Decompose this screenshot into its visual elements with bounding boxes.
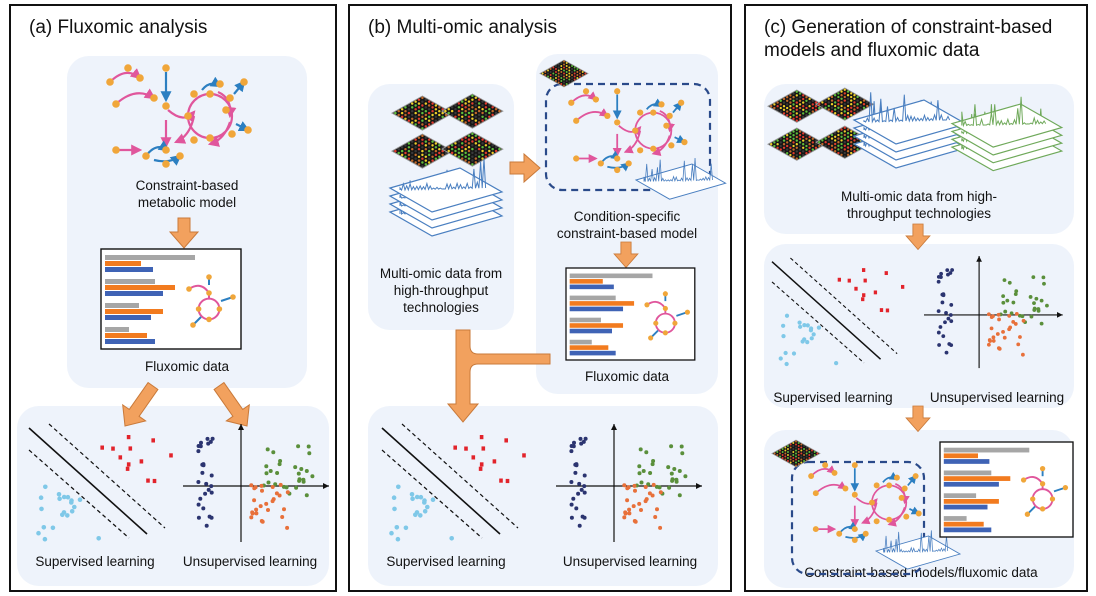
microarray-icon: [815, 87, 875, 121]
metabolic-network-icon: [808, 462, 922, 543]
classifier-plot-icon: [381, 423, 526, 542]
microarray-icon: [767, 127, 827, 161]
spectrum-icon: [388, 158, 504, 237]
metabolic-network-icon: [106, 64, 252, 168]
merge-arrow-icon: [446, 329, 551, 423]
panel-a-model-label: Constraint-based metabolic model: [135, 178, 239, 210]
down-arrow-icon: [213, 381, 250, 427]
microarray-icon: [441, 131, 504, 167]
classifier-plot-icon: [28, 423, 173, 542]
right-arrow-icon: [509, 152, 541, 184]
panel-c-omics-label: Multi-omic data from high-throughput tec…: [840, 189, 998, 221]
panel-b: (b) Multi-omic analysis Multi-omic data …: [348, 4, 732, 592]
classifier-plot-icon: [771, 257, 905, 367]
down-arrow-icon: [613, 241, 639, 269]
spectrum-icon: [634, 158, 727, 200]
microarray-icon: [771, 439, 821, 468]
cluster-plot-icon: [924, 256, 1063, 369]
panel-a-graphics: [28, 64, 329, 542]
bar-chart-icon: [939, 441, 1074, 538]
panel-b-supervised-label: Supervised learning: [386, 554, 506, 569]
microarray-icon: [539, 59, 589, 88]
spectrum-icon: [950, 96, 1064, 172]
microarray-icon: [441, 93, 504, 129]
panel-b-unsupervised-label: Unsupervised learning: [562, 554, 698, 569]
panel-c: (c) Generation of constraint-based model…: [744, 4, 1088, 592]
metabolic-network-icon: [568, 88, 688, 174]
down-arrow-icon: [905, 405, 931, 433]
microarray-icon: [391, 95, 454, 131]
microarray-icon: [767, 89, 827, 123]
panel-c-supervised-label: Supervised learning: [773, 390, 893, 405]
spectrum-icon: [874, 530, 962, 570]
panel-b-omics-label: Multi-omic data from high-throughput tec…: [379, 266, 503, 315]
panel-c-learning-card: [764, 244, 1074, 408]
panel-b-graphics: [381, 59, 727, 542]
bar-chart-icon: [100, 248, 242, 350]
cluster-plot-icon: [556, 424, 702, 542]
panel-b-flux-label: Fluxomic data: [584, 369, 670, 384]
microarray-icon: [391, 133, 454, 169]
cluster-plot-icon: [183, 424, 329, 542]
spectrum-icon: [852, 92, 968, 169]
models-outline: [790, 460, 926, 576]
bar-chart-icon: [565, 267, 696, 361]
panel-b-title: (b) Multi-omic analysis: [368, 17, 557, 38]
condition-specific-model-outline: [544, 82, 712, 192]
down-arrow-icon: [122, 381, 159, 427]
panel-c-models-label: Constraint-based models/fluxomic data: [804, 565, 1038, 580]
panel-c-unsupervised-label: Unsupervised learning: [929, 390, 1065, 405]
panel-c-title: (c) Generation of constraint-based model…: [764, 17, 1053, 61]
down-arrow-icon: [905, 223, 931, 251]
panel-b-learning-card: [368, 406, 718, 586]
panel-a-supervised-label: Supervised learning: [35, 554, 155, 569]
panel-b-model-label: Condition-specific constraint-based mode…: [556, 209, 698, 241]
down-arrow-icon: [168, 217, 200, 249]
panel-a-unsupervised-label: Unsupervised learning: [182, 554, 318, 569]
panel-a: (a) Fluxomic analysis Constraint-based m…: [9, 4, 337, 592]
panel-a-flux-label: Fluxomic data: [144, 359, 230, 374]
panel-a-title: (a) Fluxomic analysis: [29, 17, 208, 38]
panel-c-graphics: [767, 87, 1074, 576]
